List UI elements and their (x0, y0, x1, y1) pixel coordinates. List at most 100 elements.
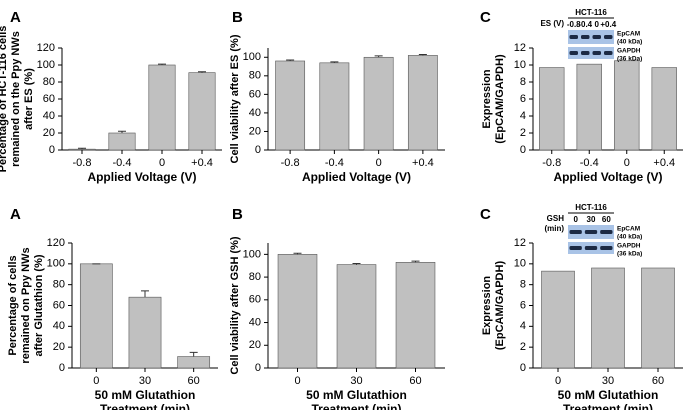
x-tick-label: -0.4 (580, 157, 599, 169)
y-tick-label: 0 (255, 362, 261, 374)
inset-title: HCT-116 (575, 203, 607, 212)
bar (80, 264, 112, 368)
y-tick-label: 2 (520, 341, 526, 353)
y-tick-label: 8 (520, 76, 526, 88)
bar (396, 262, 435, 368)
y-tick-label: 10 (514, 59, 526, 71)
y-axis-label: Expression (481, 276, 493, 336)
panel-label: A (10, 9, 21, 26)
blot-band (570, 246, 582, 250)
y-tick-label: 0 (59, 362, 65, 374)
error-bar (141, 291, 149, 297)
x-tick-label: -0.4 (113, 157, 132, 169)
bar (592, 268, 625, 368)
inset-band-label: EpCAM (617, 31, 640, 38)
x-axis-label: 50 mM Glutathion (306, 388, 407, 402)
bar (577, 64, 602, 150)
x-tick-label: -0.8 (281, 157, 300, 169)
x-axis-label: 50 mM Glutathion (95, 388, 196, 402)
blot-band (570, 35, 579, 39)
bar (278, 254, 317, 368)
y-tick-label: 8 (520, 279, 526, 291)
y-tick-label: 80 (249, 70, 261, 82)
y-tick-label: 120 (37, 42, 55, 54)
inset-band-label: (36 kDa) (617, 251, 642, 258)
blot-band (581, 35, 590, 39)
y-tick-label: 60 (249, 294, 261, 306)
bar (149, 65, 175, 150)
blot-band (593, 35, 602, 39)
x-axis-label: Treatment (min) (311, 402, 401, 410)
x-axis-label: Treatment (min) (100, 402, 190, 410)
inset-lane: +0.4 (600, 20, 616, 29)
inset-band-label: EpCAM (617, 226, 640, 233)
figure: A020406080100120Percentage of HCT-116 ce… (0, 0, 686, 410)
blot-band (570, 51, 579, 55)
panel-label: B (232, 206, 243, 223)
y-tick-label: 20 (249, 125, 261, 137)
x-tick-label: 0 (555, 375, 561, 387)
blot-band (585, 246, 597, 250)
bar (69, 149, 95, 150)
inset-band-label: (40 kDa) (617, 234, 642, 241)
y-tick-label: 60 (43, 93, 55, 105)
y-tick-label: 60 (53, 299, 65, 311)
y-axis-label: Percentage of HCT-116 cells (0, 26, 9, 173)
panel-label: B (232, 9, 243, 26)
inset-title: HCT-116 (575, 8, 607, 17)
inset-band-label: GAPDH (617, 243, 641, 250)
bar (642, 268, 675, 368)
y-axis-label: Expression (481, 69, 493, 129)
y-tick-label: 0 (49, 144, 55, 156)
blot-band (570, 230, 582, 234)
y-axis-label: remained on the Ppy NWs (10, 31, 22, 167)
y-tick-label: 4 (520, 110, 526, 122)
x-tick-label: -0.8 (73, 157, 92, 169)
x-axis-label: Treatment (min) (563, 402, 653, 410)
y-tick-label: 20 (53, 341, 65, 353)
blot-band (600, 246, 612, 250)
x-tick-label: +0.4 (653, 157, 675, 169)
inset-lane: 30 (587, 215, 596, 224)
panel-label: C (480, 9, 491, 26)
blot-band (604, 35, 613, 39)
y-axis-label: after ES (%) (23, 68, 35, 130)
x-axis-label: 50 mM Glutathion (558, 388, 659, 402)
y-tick-label: 12 (514, 237, 526, 249)
bar (337, 265, 376, 368)
y-tick-label: 120 (47, 237, 65, 249)
y-axis-label: after Glutathion (%) (33, 254, 45, 356)
y-tick-label: 40 (43, 110, 55, 122)
y-tick-label: 100 (37, 59, 55, 71)
bar (189, 73, 215, 150)
error-bar (190, 352, 198, 356)
blot-band (593, 51, 602, 55)
y-tick-label: 60 (249, 88, 261, 100)
inset-lane: 60 (602, 215, 611, 224)
y-tick-label: 80 (43, 76, 55, 88)
x-tick-label: 0 (159, 157, 165, 169)
y-tick-label: 0 (520, 362, 526, 374)
x-axis-label: Applied Voltage (V) (302, 170, 411, 184)
y-axis-label: remained on Ppy NWs (20, 247, 32, 363)
y-tick-label: 100 (243, 51, 261, 63)
x-tick-label: +0.4 (412, 157, 434, 169)
y-tick-label: 0 (520, 144, 526, 156)
y-tick-label: 0 (255, 144, 261, 156)
y-tick-label: 6 (520, 93, 526, 105)
x-tick-label: 0 (93, 375, 99, 387)
bar (652, 68, 677, 150)
x-tick-label: 30 (602, 375, 614, 387)
y-tick-label: 6 (520, 299, 526, 311)
bar (109, 133, 135, 150)
bar (276, 61, 305, 150)
bar (320, 63, 349, 150)
y-tick-label: 80 (249, 271, 261, 283)
y-axis-label: Percentage of cells (7, 255, 19, 355)
y-tick-label: 40 (249, 316, 261, 328)
bar (364, 57, 393, 150)
y-tick-label: 10 (514, 258, 526, 270)
x-tick-label: 0 (376, 157, 382, 169)
y-tick-label: 80 (53, 279, 65, 291)
x-axis-label: Applied Voltage (V) (87, 170, 196, 184)
